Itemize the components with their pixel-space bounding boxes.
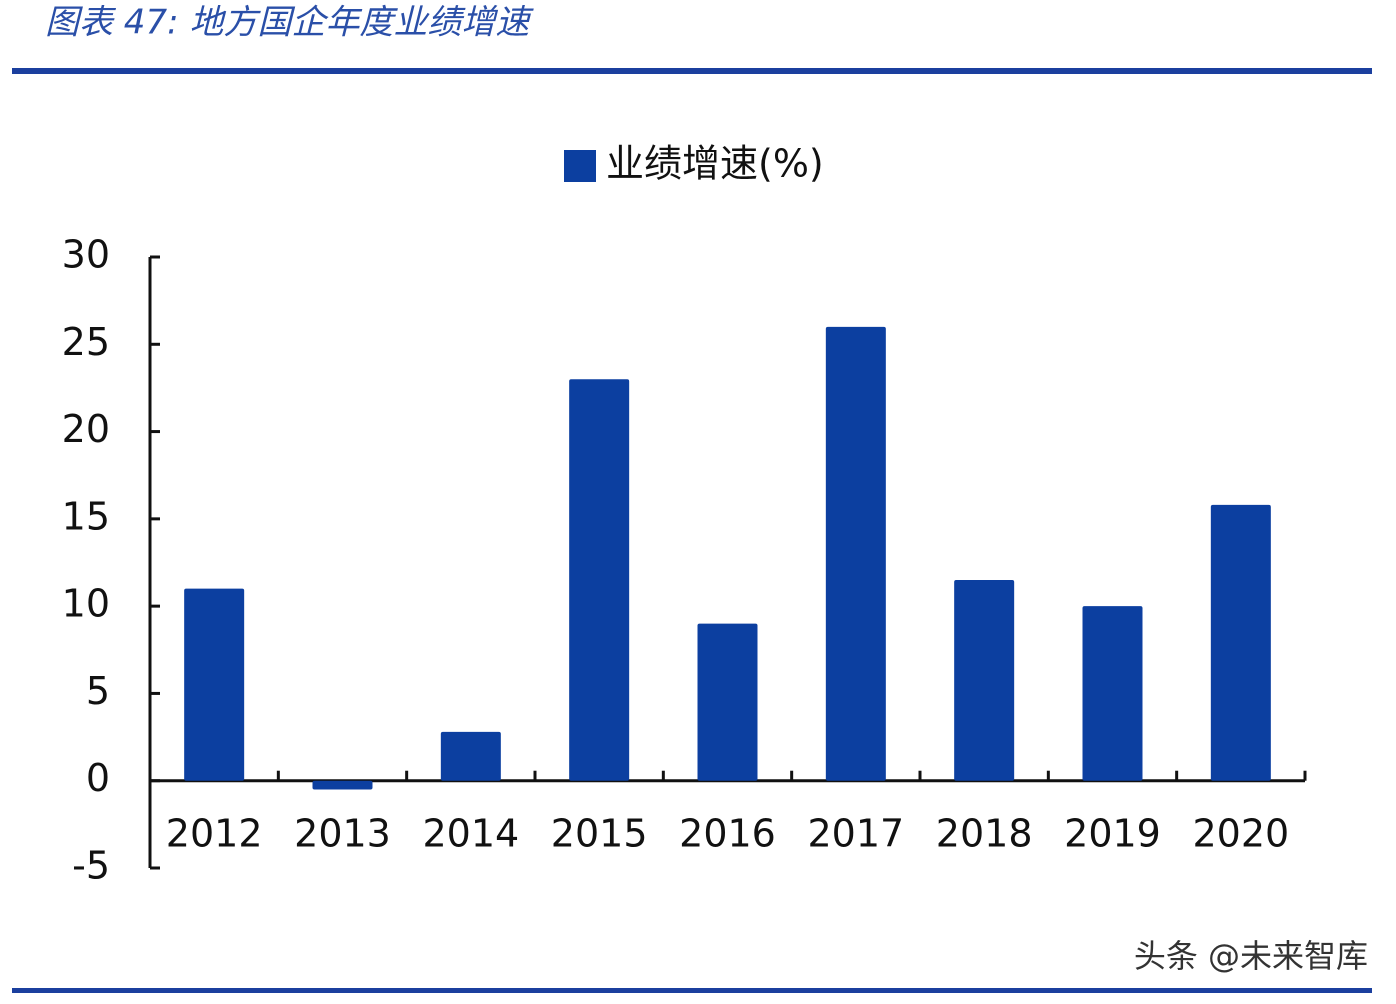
title-rule (12, 68, 1372, 74)
legend-swatch (564, 150, 596, 182)
bar (697, 623, 758, 781)
legend-label: 业绩增速(%) (606, 142, 824, 186)
bar (954, 579, 1015, 781)
x-tick-label: 2013 (294, 812, 391, 856)
x-tick-label: 2019 (1064, 812, 1161, 856)
x-tick-label: 2020 (1192, 812, 1289, 856)
y-tick-label: 20 (62, 407, 110, 451)
bar (569, 379, 630, 781)
x-tick-label: 2014 (422, 812, 519, 856)
x-tick-label: 2012 (166, 812, 263, 856)
bar (1210, 504, 1271, 781)
y-tick-label: 10 (62, 582, 110, 626)
y-tick-label: 15 (62, 494, 110, 538)
y-tick-label: 5 (86, 669, 110, 713)
x-tick-label: 2018 (936, 812, 1033, 856)
chart-title: 图表 47: 地方国企年度业绩增速 (45, 3, 534, 43)
bar (184, 588, 245, 781)
y-tick-label: -5 (72, 844, 110, 888)
x-tick-label: 2017 (807, 812, 904, 856)
bar (825, 326, 886, 781)
watermark: 头条 @未来智库 (1134, 937, 1368, 975)
footer-rule (12, 988, 1372, 993)
bar (1082, 606, 1143, 781)
y-tick-label: 25 (62, 320, 110, 364)
bar (440, 731, 501, 781)
x-tick-label: 2015 (551, 812, 648, 856)
y-tick-label: 0 (86, 756, 110, 800)
x-tick-label: 2016 (679, 812, 776, 856)
bar (312, 780, 373, 790)
y-tick-label: 30 (62, 233, 110, 277)
